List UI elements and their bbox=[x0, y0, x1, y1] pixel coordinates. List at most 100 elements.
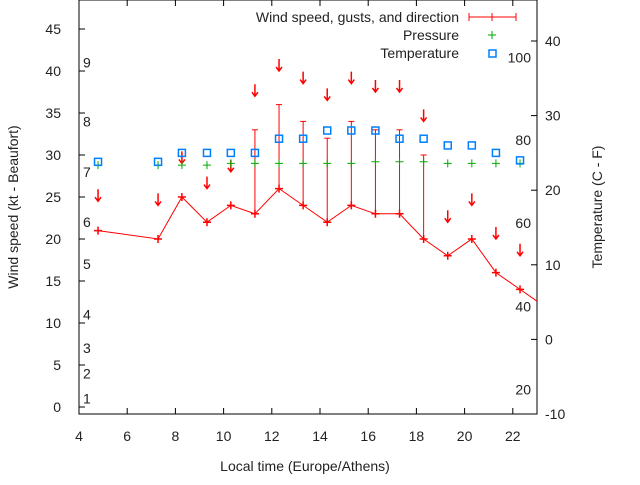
x-tick-label: 6 bbox=[123, 428, 131, 444]
y-tick-label: 15 bbox=[45, 273, 61, 289]
x-tick-label: 12 bbox=[264, 428, 280, 444]
temperature-point bbox=[177, 148, 187, 158]
wind-point bbox=[491, 268, 500, 277]
beaufort-label: 5 bbox=[83, 256, 91, 272]
x-tick-label: 22 bbox=[505, 428, 521, 444]
beaufort-label: 1 bbox=[83, 391, 91, 407]
fahrenheit-label: 80 bbox=[515, 132, 531, 148]
x-tick-label: 18 bbox=[409, 428, 425, 444]
pressure-point bbox=[177, 161, 186, 170]
wind-point bbox=[323, 218, 332, 227]
wind-point bbox=[371, 209, 380, 218]
y2-axis-label: Temperature (C - F) bbox=[589, 146, 605, 269]
y2-tick-label: -10 bbox=[545, 406, 565, 422]
legend-temperature-label: Temperature bbox=[380, 45, 459, 61]
temperature-point bbox=[491, 148, 501, 158]
y-axis-label: Wind speed (kt - Beaufort) bbox=[5, 125, 21, 288]
pressure-point bbox=[226, 159, 235, 168]
temperature-point bbox=[250, 148, 260, 158]
y-tick-label: 0 bbox=[53, 399, 61, 415]
direction-arrow bbox=[323, 88, 331, 102]
wind-point bbox=[443, 251, 452, 260]
direction-arrow bbox=[347, 71, 355, 85]
direction-arrow bbox=[420, 109, 428, 123]
temperature-point bbox=[467, 141, 477, 150]
x-tick-label: 8 bbox=[172, 428, 180, 444]
legend: Wind speed, gusts, and direction Pressur… bbox=[256, 9, 517, 61]
direction-arrow bbox=[94, 189, 102, 203]
pressure-point bbox=[323, 159, 332, 168]
direction-arrow bbox=[299, 71, 307, 85]
pressure-point bbox=[395, 157, 404, 166]
temperature-point bbox=[515, 156, 525, 165]
direction-arrow bbox=[444, 210, 452, 224]
temperature-point bbox=[274, 134, 284, 143]
wind-point bbox=[419, 235, 428, 243]
x-tick-label: 14 bbox=[312, 428, 328, 444]
direction-arrow bbox=[371, 80, 380, 94]
wind-point bbox=[275, 184, 284, 193]
temperature-point bbox=[371, 126, 380, 135]
x-tick-label: 20 bbox=[457, 428, 473, 444]
temperature-point bbox=[226, 148, 236, 158]
fahrenheit-label: 40 bbox=[515, 299, 531, 315]
y2-tick-label: 10 bbox=[545, 257, 561, 273]
direction-arrow bbox=[492, 227, 500, 241]
beaufort-label: 3 bbox=[83, 340, 91, 356]
temperature-point bbox=[395, 134, 404, 143]
y2-tick-label: 30 bbox=[545, 108, 561, 124]
direction-arrow bbox=[395, 80, 404, 94]
direction-arrow bbox=[203, 176, 211, 190]
temperature-point bbox=[298, 134, 308, 143]
pressure-point bbox=[467, 159, 476, 168]
fahrenheit-label: 100 bbox=[508, 49, 532, 65]
wind-point bbox=[516, 285, 525, 294]
plot-frame bbox=[78, 0, 538, 415]
pressure-point bbox=[419, 157, 428, 166]
direction-arrow bbox=[468, 193, 476, 207]
y-tick-label: 20 bbox=[45, 231, 61, 247]
beaufort-label: 9 bbox=[83, 55, 91, 71]
y-tick-label: 40 bbox=[45, 63, 61, 79]
pressure-point bbox=[347, 159, 356, 168]
pressure-point bbox=[250, 159, 259, 168]
wind-speed-line bbox=[97, 187, 538, 302]
wind-point bbox=[226, 201, 235, 210]
x-tick-label: 10 bbox=[216, 428, 232, 444]
temperature-point bbox=[443, 141, 452, 150]
wind-point bbox=[395, 209, 404, 218]
y-tick-label: 5 bbox=[53, 357, 61, 373]
wind-point bbox=[347, 201, 356, 210]
y-tick-label: 45 bbox=[45, 21, 61, 37]
wind-point bbox=[177, 193, 186, 201]
fahrenheit-label: 20 bbox=[515, 381, 531, 397]
x-axis-label: Local time (Europe/Athens) bbox=[220, 458, 390, 474]
temperature-point bbox=[419, 134, 428, 143]
temperature-point bbox=[93, 157, 103, 167]
temperature-point bbox=[322, 126, 332, 135]
pressure-point bbox=[371, 157, 380, 166]
y2-tick-label: 0 bbox=[545, 331, 553, 347]
beaufort-label: 4 bbox=[83, 307, 91, 323]
wind-point bbox=[202, 218, 211, 227]
legend-pressure-marker bbox=[488, 31, 496, 39]
x-tick-label: 4 bbox=[75, 428, 83, 444]
beaufort-label: 2 bbox=[83, 365, 91, 381]
fahrenheit-label: 60 bbox=[515, 215, 531, 231]
y-tick-label: 25 bbox=[45, 189, 61, 205]
beaufort-label: 7 bbox=[83, 164, 91, 180]
temperature-point bbox=[347, 126, 356, 135]
y-tick-label: 10 bbox=[45, 315, 61, 331]
y-tick-label: 35 bbox=[45, 105, 61, 121]
direction-arrow bbox=[154, 193, 162, 207]
direction-arrow bbox=[251, 84, 259, 98]
pressure-point bbox=[202, 161, 211, 170]
pressure-point bbox=[299, 159, 308, 168]
temperature-point bbox=[153, 157, 163, 167]
wind-point bbox=[250, 209, 259, 218]
wind-point bbox=[94, 226, 103, 235]
pressure-point bbox=[443, 159, 452, 168]
temperature-point bbox=[202, 148, 212, 158]
x-tick-label: 16 bbox=[360, 428, 376, 444]
